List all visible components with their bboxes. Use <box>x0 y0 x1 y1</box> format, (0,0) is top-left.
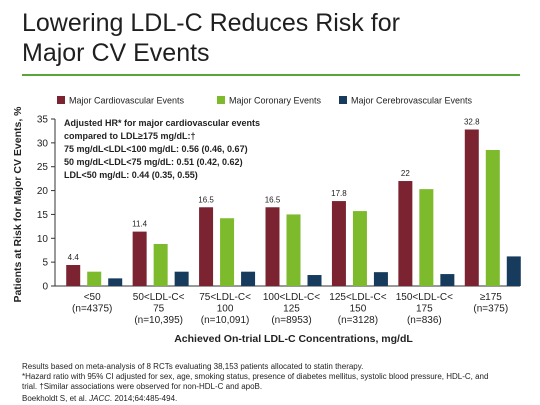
data-label: 4.4 <box>68 253 80 262</box>
bar-1-5 <box>331 201 346 286</box>
legend-swatch-2 <box>217 96 225 104</box>
bar-2-6 <box>419 189 434 286</box>
x-tick-label: (n=4375) <box>72 304 112 315</box>
bar-3-1 <box>108 278 123 286</box>
bar-2-5 <box>352 211 367 286</box>
data-label: 17.8 <box>331 189 347 198</box>
footnote-1: Results based on meta-analysis of 8 RCTs… <box>22 362 364 371</box>
slide-title-line-1: Lowering LDL-C Reduces Risk for <box>22 9 400 37</box>
x-axis-title: Achieved On-trial LDL-C Concentrations, … <box>174 333 413 345</box>
citation-journal: JACC. <box>89 394 113 403</box>
annotation-line-1: Adjusted HR* for major cardiovascular ev… <box>64 118 260 128</box>
bar-1-6 <box>398 181 413 286</box>
y-tick-label: 0 <box>42 282 48 293</box>
bar-2-7 <box>485 150 500 286</box>
data-label: 22 <box>401 169 410 178</box>
citation-authors: Boekholdt S, et al. <box>22 394 87 403</box>
bar-1-2 <box>132 231 147 286</box>
data-label: 16.5 <box>198 195 214 204</box>
x-tick-label: (n=836) <box>407 315 442 326</box>
slide-title: Lowering LDL-C Reduces Risk for Major CV… <box>22 8 522 68</box>
y-tick-label: 15 <box>37 210 49 221</box>
bar-2-4 <box>286 214 301 286</box>
bar-3-4 <box>307 275 322 286</box>
x-tick-label: 50<LDL-C< <box>133 292 185 303</box>
x-tick-label: ≥175 <box>480 292 503 303</box>
bar-3-3 <box>241 271 256 286</box>
x-tick-label: (n=10,395) <box>134 315 183 326</box>
bar-1-3 <box>199 207 214 286</box>
data-label: 32.8 <box>464 117 480 126</box>
citation-details: 2014;64:485-494. <box>114 394 178 403</box>
bar-2-2 <box>153 244 168 286</box>
y-tick-label: 30 <box>37 138 49 149</box>
footnote-2: *Hazard ratio with 95% CI adjusted for s… <box>22 372 489 381</box>
x-tick-label: 75<LDL-C< <box>199 292 251 303</box>
bar-1-4 <box>265 207 280 286</box>
legend-swatch-3 <box>339 96 347 104</box>
data-label: 11.4 <box>132 220 148 229</box>
x-tick-label: (n=3128) <box>338 315 378 326</box>
x-tick-label: (n=10,091) <box>201 315 250 326</box>
y-tick-label: 5 <box>42 258 48 269</box>
citation: Boekholdt S, et al. JACC. 2014;64:485-49… <box>22 394 527 404</box>
bar-2-1 <box>87 271 102 286</box>
x-tick-label: 150 <box>350 304 367 315</box>
y-axis-title: Patients at Risk for Major CV Events, % <box>12 106 24 303</box>
annotation-line-2: compared to LDL≥175 mg/dL:† <box>64 131 195 141</box>
legend-swatch-1 <box>57 96 65 104</box>
annotation-line-3: 75 mg/dL<LDL<100 mg/dL: 0.56 (0.46, 0.67… <box>64 144 248 154</box>
annotation-line-4: 50 mg/dL<LDL<75 mg/dL: 0.51 (0.42, 0.62) <box>64 157 243 167</box>
y-tick-label: 35 <box>37 115 49 126</box>
x-tick-label: <50 <box>84 292 101 303</box>
bar-3-2 <box>174 271 189 286</box>
x-tick-label: 175 <box>416 304 433 315</box>
legend-label-2: Major Coronary Events <box>229 96 322 106</box>
slide-title-line-2: Major CV Events <box>22 39 210 67</box>
bar-3-5 <box>373 272 388 286</box>
y-tick-label: 25 <box>37 162 49 173</box>
footnote-3: trial. †Similar associations were observ… <box>22 382 263 391</box>
x-tick-label: 100<LDL-C< <box>263 292 320 303</box>
x-tick-label: (n=375) <box>473 304 508 315</box>
legend-label-1: Major Cardiovascular Events <box>69 96 185 106</box>
x-tick-label: 125 <box>283 304 300 315</box>
bar-1-1 <box>66 265 81 286</box>
x-tick-label: (n=8953) <box>271 315 311 326</box>
bar-3-6 <box>440 274 455 286</box>
bar-chart: Major Cardiovascular Events Major Coronar… <box>12 96 521 345</box>
x-tick-label: 125<LDL-C< <box>329 292 386 303</box>
legend-label-3: Major Cerebrovascular Events <box>351 96 473 106</box>
y-tick-label: 20 <box>37 186 49 197</box>
title-divider <box>22 74 520 76</box>
x-tick-label: 150<LDL-C< <box>396 292 453 303</box>
bar-2-3 <box>220 218 235 286</box>
data-label: 16.5 <box>265 195 281 204</box>
bar-1-7 <box>464 129 479 286</box>
x-tick-label: 100 <box>217 304 234 315</box>
bar-3-7 <box>506 256 521 286</box>
y-tick-label: 10 <box>37 234 49 245</box>
x-tick-label: 75 <box>153 304 165 315</box>
annotation-line-5: LDL<50 mg/dL: 0.44 (0.35, 0.55) <box>64 170 198 180</box>
